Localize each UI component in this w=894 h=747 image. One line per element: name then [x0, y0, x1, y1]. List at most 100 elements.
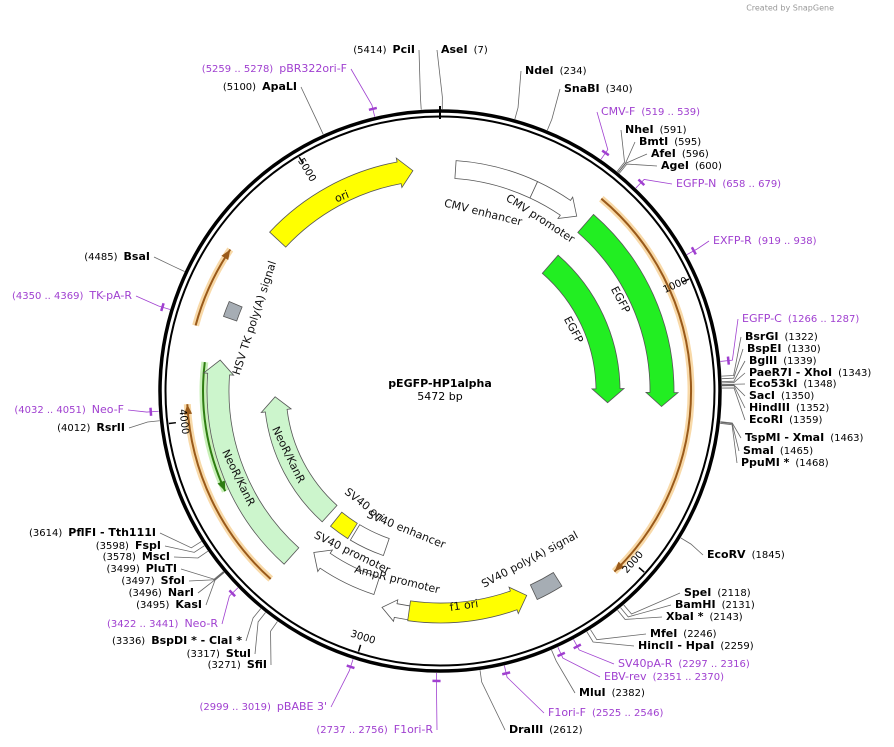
label-name: pBABE 3'	[277, 700, 327, 713]
feature-arrow	[529, 181, 578, 220]
label-position: (3578)	[103, 552, 136, 563]
primer-leader	[557, 647, 601, 678]
feature-arrow	[329, 511, 358, 540]
site-leader	[618, 163, 658, 174]
feature-arrow	[313, 549, 380, 596]
site-leader	[623, 592, 681, 615]
map-title: pEGFP-HP1alpha	[388, 377, 492, 390]
site-label: (3578) MscI	[103, 550, 170, 563]
label-name: EGFP-N	[676, 177, 716, 190]
site-leader	[720, 421, 742, 439]
primer-site	[228, 589, 236, 598]
feature-arrow	[577, 213, 680, 408]
primer-site	[149, 407, 153, 416]
label-name: MscI	[142, 550, 170, 563]
primer-site	[556, 651, 566, 658]
site-label: AseI (7)	[441, 43, 488, 56]
label-position: (600)	[695, 161, 722, 172]
label-position: (1465)	[780, 446, 813, 457]
feature-arrow	[529, 571, 563, 601]
label-position: (2246)	[683, 629, 716, 640]
primer-site	[573, 643, 582, 650]
label-position: (1266 .. 1287)	[788, 314, 860, 325]
site-leader	[721, 348, 744, 380]
orf-head	[184, 404, 193, 415]
map-size: 5472 bp	[417, 390, 462, 403]
primer-label: (4350 .. 4369) TK-pA-R	[12, 289, 132, 302]
site-label: HindIII (1352)	[749, 401, 829, 414]
label-name: PluTI	[146, 562, 177, 575]
site-leader	[300, 86, 324, 135]
primer-leader	[573, 639, 615, 665]
label-name: PflFI - Tth111I	[68, 526, 156, 539]
label-name: XbaI *	[666, 610, 704, 623]
primer-label: EBV-rev (2351 .. 2370)	[604, 670, 724, 683]
site-leader	[173, 550, 209, 559]
site-leader	[721, 372, 746, 384]
label-name: AgeI	[661, 159, 689, 172]
primer-label: EXFP-R (919 .. 938)	[713, 234, 817, 247]
label-position: (1468)	[795, 458, 828, 469]
label-name: BglII	[749, 354, 777, 367]
label-name: AfeI	[651, 147, 676, 160]
site-leader	[721, 383, 746, 385]
primer-label: EGFP-N (658 .. 679)	[676, 177, 781, 190]
label-position: (4012)	[57, 423, 90, 434]
label-name: EcoRV	[707, 548, 746, 561]
site-label: MfeI (2246)	[650, 627, 717, 640]
label-position: (5414)	[353, 45, 386, 56]
label-position: (1352)	[796, 403, 829, 414]
site-leader	[620, 604, 672, 618]
primer-leader	[330, 659, 354, 708]
site-leader	[586, 631, 635, 647]
label-position: (340)	[606, 84, 633, 95]
label-name: NarI	[168, 586, 194, 599]
label-position: (1845)	[752, 550, 785, 561]
site-label: SmaI (1465)	[743, 444, 813, 457]
label-name: pBR322ori-F	[279, 62, 347, 75]
site-label: HincII - HpaI (2259)	[638, 639, 754, 652]
primer-leader	[221, 587, 239, 625]
label-name: DraIII	[509, 723, 543, 736]
site-label: XbaI * (2143)	[666, 610, 743, 623]
site-leader	[188, 571, 225, 582]
label-position: (1322)	[784, 332, 817, 343]
site-leader	[546, 88, 561, 131]
primer-site	[601, 149, 610, 157]
primer-label: CMV-F (519 .. 539)	[601, 105, 700, 118]
label-position: (519 .. 539)	[641, 107, 700, 118]
site-label: BsrGI (1322)	[745, 330, 818, 343]
site-leader	[617, 153, 648, 173]
primer-label: (3422 .. 3441) Neo-R	[107, 617, 218, 630]
site-leader	[720, 421, 740, 452]
label-position: (3271)	[208, 660, 241, 671]
site-leader	[721, 360, 746, 383]
label-position: (658 .. 679)	[722, 179, 781, 190]
label-name: Neo-F	[92, 403, 124, 416]
label-name: TspMI - XmaI	[745, 431, 824, 444]
label-name: HincII - HpaI	[638, 639, 714, 652]
ruler-label: 5000	[295, 156, 318, 183]
label-position: (2259)	[720, 641, 753, 652]
feature-label: ori	[333, 188, 351, 205]
label-name: NdeI	[525, 64, 554, 77]
label-name: KasI	[175, 598, 202, 611]
feature-arrow	[454, 160, 539, 199]
label-name: AseI	[441, 43, 468, 56]
label-name: PciI	[393, 43, 415, 56]
site-leader	[551, 649, 576, 694]
label-position: (595)	[674, 137, 701, 148]
primer-site	[160, 302, 165, 312]
label-name: SacI	[749, 389, 775, 402]
primer-leader	[720, 318, 739, 362]
label-position: (3336)	[112, 636, 145, 647]
site-label: Eco53kI (1348)	[749, 377, 837, 390]
site-leader	[159, 532, 202, 549]
site-leader	[180, 568, 224, 580]
label-name: PaeR7I - XhoI	[749, 366, 832, 379]
ruler-tick	[168, 421, 176, 425]
primer-site	[501, 671, 511, 676]
primer-label: (2999 .. 3019) pBABE 3'	[200, 700, 328, 713]
label-position: (919 .. 938)	[758, 236, 817, 247]
site-label: (4485) BsaI	[84, 250, 150, 263]
